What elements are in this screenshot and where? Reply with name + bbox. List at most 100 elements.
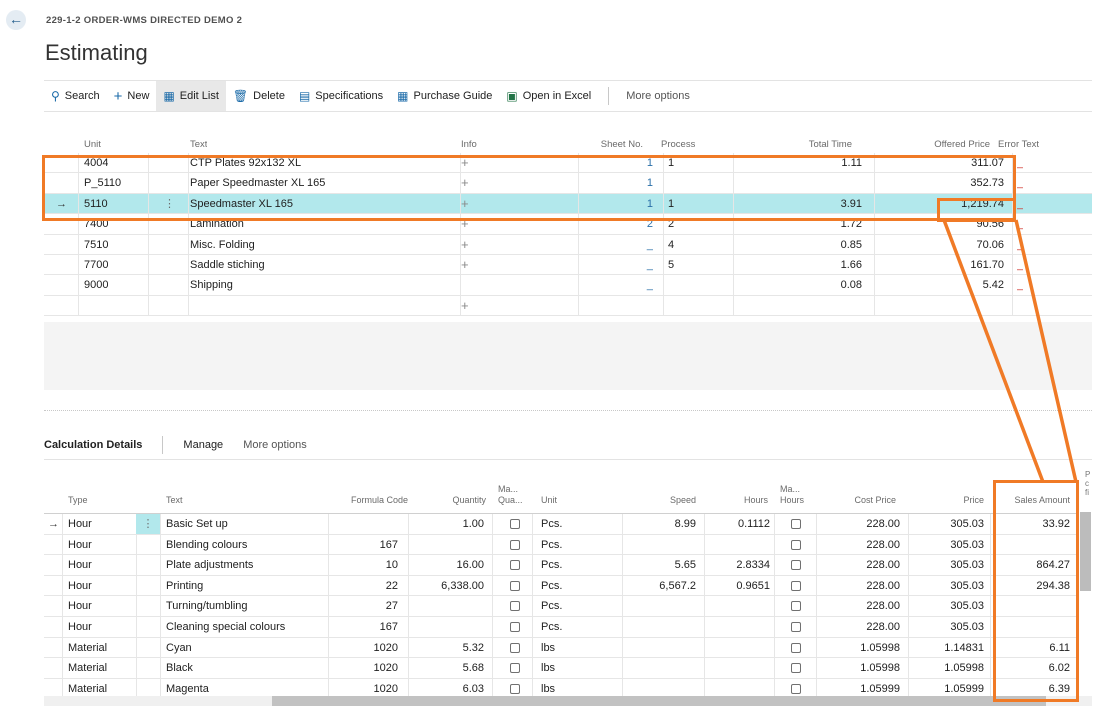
text-cell[interactable]: Shipping (190, 279, 233, 292)
process-cell[interactable]: 1 (668, 197, 675, 210)
process-cell[interactable]: 2 (668, 218, 675, 231)
sales-amount-cell[interactable]: 6.02 (1048, 662, 1070, 675)
manual-quantity-checkbox[interactable] (510, 596, 520, 616)
text-cell[interactable]: Misc. Folding (190, 238, 255, 251)
column-header-manual-hours[interactable]: Ma... Hours (780, 484, 804, 506)
speed-cell[interactable]: 5.65 (674, 559, 696, 572)
manual-quantity-checkbox[interactable] (510, 576, 520, 596)
cost-price-cell[interactable]: 228.00 (866, 620, 900, 633)
unit-cell[interactable]: 7700 (84, 258, 109, 271)
quantity-cell[interactable]: 16.00 (456, 559, 484, 572)
speed-cell[interactable]: 6,567.2 (659, 579, 696, 592)
sales-amount-cell[interactable]: 6.11 (1049, 641, 1070, 654)
table-row[interactable]: → ⋮ 5110 Speedmaster XL 165 +1 1 3.91 1,219.74 _ (44, 193, 1092, 215)
formula-code-cell[interactable]: 10 (385, 559, 398, 572)
pane-splitter[interactable] (44, 410, 1092, 411)
text-cell[interactable]: Basic Set up (166, 518, 228, 530)
table-row[interactable]: Hour Blending colours 167 Pcs. 228.00 305.03 (44, 534, 1076, 556)
manual-quantity-checkbox[interactable] (510, 638, 520, 658)
text-cell[interactable]: Speedmaster XL 165 (190, 197, 293, 210)
cost-price-cell[interactable]: 228.00 (866, 518, 900, 530)
manual-quantity-checkbox[interactable] (510, 555, 520, 575)
info-plus-icon[interactable]: + (461, 256, 469, 272)
process-cell[interactable]: 1 (668, 157, 675, 169)
offered-price-cell[interactable]: 70.06 (976, 238, 1004, 251)
row-actions-icon[interactable]: ⋮ (164, 197, 175, 210)
cost-price-cell[interactable]: 228.00 (866, 538, 900, 551)
sales-amount-cell[interactable]: 33.92 (1042, 518, 1070, 530)
quantity-cell[interactable]: 1.00 (462, 518, 484, 530)
manual-hours-checkbox[interactable] (791, 658, 801, 678)
price-cell[interactable]: 1.05999 (944, 682, 984, 695)
horizontal-scrollbar-thumb[interactable] (272, 696, 1046, 706)
manual-hours-checkbox[interactable] (791, 535, 801, 555)
column-header-cost-price[interactable]: Cost Price (854, 495, 896, 505)
info-plus-icon[interactable]: + (461, 236, 469, 252)
total-time-cell[interactable]: 1.66 (840, 258, 862, 271)
total-time-cell[interactable]: 3.91 (840, 197, 862, 210)
sales-amount-cell[interactable]: 294.38 (1036, 579, 1070, 592)
specifications-button[interactable]: ▤ Specifications (298, 89, 384, 103)
price-cell[interactable]: 1.05998 (944, 662, 984, 675)
info-plus-icon[interactable]: + (461, 155, 469, 170)
hours-cell[interactable]: 2.8334 (736, 559, 770, 572)
column-header-error-text[interactable]: Error Text (998, 139, 1040, 150)
manual-hours-checkbox[interactable] (791, 679, 801, 699)
offered-price-cell[interactable]: 352.73 (970, 177, 1004, 190)
total-time-cell[interactable]: 1.11 (841, 157, 862, 169)
offered-price-cell[interactable]: 161.70 (970, 258, 1004, 271)
vertical-scrollbar[interactable] (1080, 512, 1091, 591)
text-cell[interactable]: Turning/tumbling (166, 600, 248, 613)
table-row[interactable]: Hour Plate adjustments 10 16.00 Pcs. 5.65 2.83… (44, 555, 1076, 576)
delete-button[interactable]: 🗑 Delete (232, 89, 285, 103)
type-cell[interactable]: Hour (68, 600, 92, 613)
sheet-no-cell[interactable]: _ (646, 258, 653, 271)
unit-cell[interactable]: Pcs. (541, 538, 563, 551)
type-cell[interactable]: Material (68, 662, 108, 675)
table-row[interactable]: 4004 CTP Plates 92x132 XL +1 1 1.11 311.07 _ (44, 153, 1092, 174)
column-header-text[interactable]: Text (190, 139, 208, 150)
table-row[interactable]: 9000 Shipping _ 0.08 5.42 _ (44, 275, 1092, 296)
process-cell[interactable]: 5 (668, 258, 675, 271)
info-plus-icon[interactable]: + (461, 297, 469, 313)
type-cell[interactable]: Material (68, 641, 108, 654)
column-header-type[interactable]: Type (68, 495, 88, 505)
total-time-cell[interactable]: 0.85 (840, 238, 862, 251)
type-cell[interactable]: Hour (68, 579, 92, 592)
sheet-no-cell[interactable]: 1 (646, 197, 653, 210)
sheet-no-cell[interactable]: 1 (646, 157, 653, 169)
total-time-cell[interactable]: 0.08 (840, 279, 862, 292)
type-cell[interactable]: Hour (68, 559, 92, 572)
table-row[interactable]: Hour Cleaning special colours 167 Pcs. 228.0… (44, 616, 1076, 638)
sheet-no-cell[interactable]: _ (646, 279, 653, 292)
price-cell[interactable]: 305.03 (950, 538, 984, 551)
cost-price-cell[interactable]: 1.05998 (860, 662, 900, 675)
total-time-cell[interactable]: 1.72 (840, 218, 862, 231)
edit-list-button[interactable]: ▦ Edit List (156, 81, 226, 111)
manual-quantity-checkbox[interactable] (510, 617, 520, 637)
text-cell[interactable]: Cyan (166, 641, 192, 654)
price-cell[interactable]: 305.03 (950, 579, 984, 592)
table-row[interactable]: Material Black 1020 5.68 lbs 1.05998 1.05998 6.… (44, 658, 1076, 679)
column-header-sheet-no[interactable]: Sheet No. (600, 139, 643, 150)
sales-amount-cell[interactable]: 864.27 (1036, 559, 1070, 572)
table-row[interactable]: + (44, 295, 1092, 317)
unit-cell[interactable]: 9000 (84, 279, 109, 292)
table-row[interactable]: Hour Printing 22 6,338.00 Pcs. 6,567.2 0.9651 2… (44, 575, 1076, 597)
column-header-hours[interactable]: Hours (743, 495, 768, 505)
manual-hours-checkbox[interactable] (791, 596, 801, 616)
unit-cell[interactable]: 7510 (84, 238, 109, 251)
new-button[interactable]: + New (113, 87, 150, 105)
sheet-no-cell[interactable]: 2 (646, 218, 653, 231)
unit-cell[interactable]: Pcs. (541, 600, 563, 613)
text-cell[interactable]: Blending colours (166, 538, 248, 551)
manual-quantity-checkbox[interactable] (510, 679, 520, 699)
tab-more-options[interactable]: More options (243, 438, 307, 451)
back-arrow-icon[interactable]: ← (6, 10, 26, 30)
column-header-process[interactable]: Process (661, 139, 696, 150)
formula-code-cell[interactable]: 167 (379, 538, 398, 551)
unit-cell[interactable]: Pcs. (541, 559, 563, 572)
text-cell[interactable]: Paper Speedmaster XL 165 (190, 177, 326, 190)
column-header-sales-amount[interactable]: Sales Amount (1014, 495, 1070, 505)
